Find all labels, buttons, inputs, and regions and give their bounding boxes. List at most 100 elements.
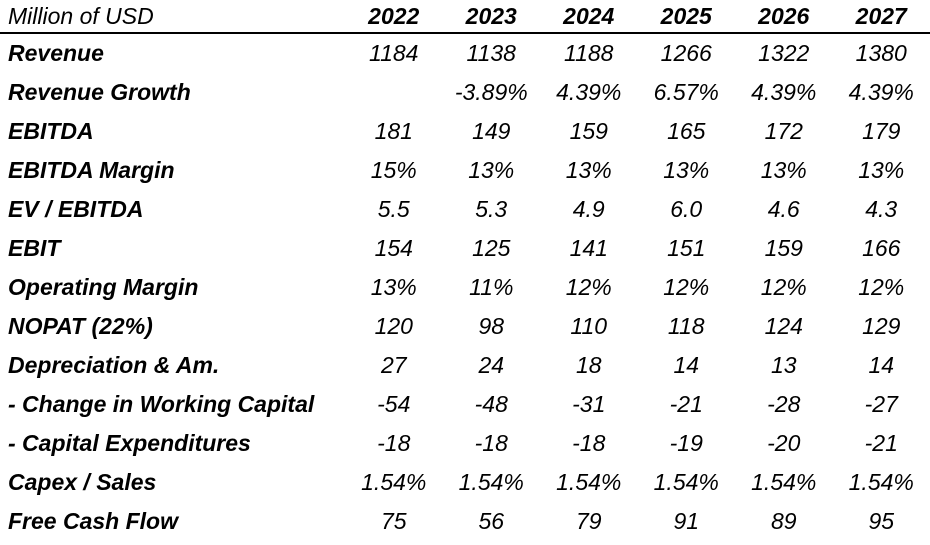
cell-value: 166 [862, 235, 901, 261]
cell-value: 95 [868, 508, 895, 534]
table-row: - Capital Expenditures -18 -18 -18 -19 -20 -21 [0, 424, 930, 463]
cell-value: 181 [374, 118, 413, 144]
row-label: Revenue Growth [8, 79, 191, 105]
year-header: 2027 [832, 0, 930, 34]
cell-value: 79 [575, 508, 602, 534]
cell-value: -21 [864, 430, 898, 456]
cell-value: 4.39% [848, 79, 914, 105]
cell-value: 89 [770, 508, 797, 534]
row-label: Revenue [8, 40, 104, 66]
cell-value: 1322 [758, 40, 810, 66]
cell-value: 1.54% [653, 469, 719, 495]
cell-value: 1.54% [458, 469, 524, 495]
cell-value: -3.89% [454, 79, 528, 105]
cell-value: 4.3 [865, 196, 898, 222]
cell-value: 141 [569, 235, 608, 261]
row-label: NOPAT (22%) [8, 313, 153, 339]
cell-value: 1266 [660, 40, 712, 66]
cell-value: 24 [478, 352, 505, 378]
cell-value: -19 [669, 430, 703, 456]
cell-value: 149 [472, 118, 511, 144]
table-row: NOPAT (22%) 120 98 110 118 124 129 [0, 307, 930, 346]
cell-value: 172 [764, 118, 803, 144]
cell-value: 14 [673, 352, 700, 378]
cell-value: -18 [474, 430, 508, 456]
table-row: Revenue 1184 1138 1188 1266 1322 1380 [0, 33, 930, 73]
cell-value: 124 [764, 313, 803, 339]
cell-value: 1188 [564, 40, 614, 66]
cell-value: 4.9 [572, 196, 605, 222]
table-row: Depreciation & Am. 27 24 18 14 13 14 [0, 346, 930, 385]
cell-value: -54 [377, 391, 411, 417]
cell-value: 11% [469, 274, 514, 300]
cell-value: 14 [868, 352, 895, 378]
cell-value: 1.54% [556, 469, 622, 495]
table-row: Operating Margin 13% 11% 12% 12% 12% 12% [0, 268, 930, 307]
year-header: 2024 [540, 0, 638, 34]
row-label: Capex / Sales [8, 469, 157, 495]
cell-value: -18 [572, 430, 606, 456]
cell-value: 5.5 [377, 196, 410, 222]
year-header: 2022 [345, 0, 443, 34]
cell-value: 13% [858, 157, 905, 183]
cell-value: 4.39% [556, 79, 622, 105]
cell-value: 13 [770, 352, 797, 378]
cell-value: -20 [767, 430, 801, 456]
row-label: Depreciation & Am. [8, 352, 220, 378]
cell-value: 165 [667, 118, 706, 144]
cell-value: 4.6 [767, 196, 800, 222]
cell-value: 129 [862, 313, 901, 339]
cell-value [345, 73, 443, 112]
table-row: Free Cash Flow 75 56 79 91 89 95 [0, 502, 930, 541]
cell-value: 1.54% [848, 469, 914, 495]
cell-value: 13% [565, 157, 612, 183]
cell-value: 1.54% [361, 469, 427, 495]
cell-value: 13% [760, 157, 807, 183]
cell-value: 151 [667, 235, 706, 261]
cell-value: 18 [575, 352, 602, 378]
cell-value: 1184 [369, 40, 419, 66]
cell-value: 125 [472, 235, 511, 261]
cell-value: 75 [380, 508, 407, 534]
year-header: 2023 [442, 0, 540, 34]
cell-value: 15% [370, 157, 417, 183]
cell-value: 110 [570, 313, 608, 339]
table-row: - Change in Working Capital -54 -48 -31 -21 -… [0, 385, 930, 424]
cell-value: 1380 [855, 40, 907, 66]
row-label: EBIT [8, 235, 61, 261]
table-body: Revenue 1184 1138 1188 1266 1322 1380 Revenue G… [0, 33, 930, 541]
table-row: EBITDA 181 149 159 165 172 179 [0, 112, 930, 151]
cell-value: 118 [667, 313, 705, 339]
year-header: 2026 [735, 0, 833, 34]
row-label: EBITDA Margin [8, 157, 175, 183]
cell-value: 120 [374, 313, 413, 339]
cell-value: 6.0 [670, 196, 703, 222]
table-row: EBITDA Margin 15% 13% 13% 13% 13% 13% [0, 151, 930, 190]
cell-value: -28 [767, 391, 801, 417]
table-row: EBIT 154 125 141 151 159 166 [0, 229, 930, 268]
row-label: - Capital Expenditures [8, 430, 251, 456]
cell-value: -27 [864, 391, 898, 417]
cell-value: 13% [663, 157, 710, 183]
cell-value: 13% [468, 157, 515, 183]
cell-value: 13% [370, 274, 417, 300]
cell-value: 5.3 [475, 196, 508, 222]
cell-value: 12% [760, 274, 807, 300]
cell-value: 159 [764, 235, 803, 261]
cell-value: 159 [569, 118, 608, 144]
cell-value: -48 [474, 391, 508, 417]
cell-value: 12% [663, 274, 710, 300]
row-label: EBITDA [8, 118, 94, 144]
cell-value: -31 [572, 391, 606, 417]
row-label: Free Cash Flow [8, 508, 178, 534]
cell-value: 27 [380, 352, 407, 378]
row-label: Operating Margin [8, 274, 199, 300]
cell-value: 12% [858, 274, 905, 300]
header-row: Million of USD 2022 2023 2024 2025 2026 … [0, 0, 930, 34]
cell-value: -18 [377, 430, 411, 456]
cell-value: 56 [478, 508, 505, 534]
cell-value: 6.57% [653, 79, 719, 105]
cell-value: 4.39% [751, 79, 817, 105]
